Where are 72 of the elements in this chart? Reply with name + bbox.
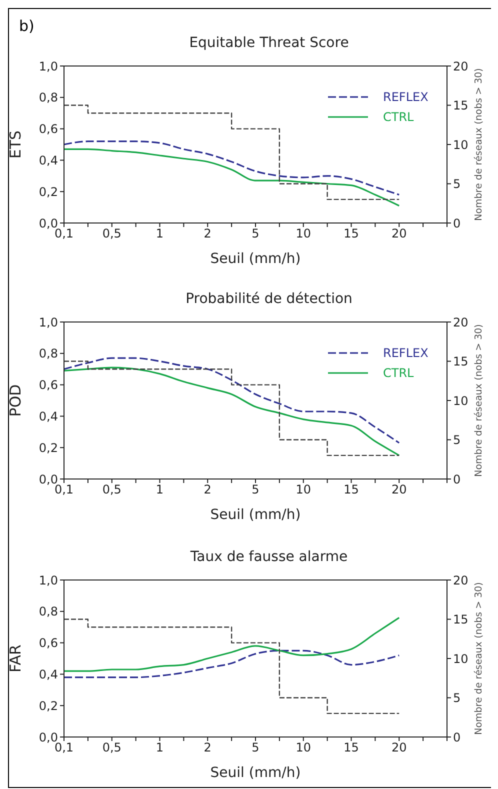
line-series bbox=[63, 148, 400, 207]
chart-title: Probabilité de détection bbox=[184, 291, 354, 307]
y-tick-label: 1,0 bbox=[38, 315, 58, 330]
y2-axis-title: Nombre de réseaux (nobs > 30) bbox=[473, 324, 484, 477]
chart-title: Taux de fausse alarme bbox=[189, 549, 349, 565]
y-tick-label: 0,4 bbox=[38, 667, 58, 682]
x-tick-label: 10 bbox=[296, 740, 312, 755]
legend-label: REFLEX bbox=[383, 90, 428, 104]
y-tick-label: 0,8 bbox=[38, 90, 58, 105]
legend-label: REFLEX bbox=[383, 346, 428, 360]
x-tick-label: 15 bbox=[344, 482, 359, 497]
y-tick-label: 0,6 bbox=[38, 378, 58, 392]
x-tick-label: 1 bbox=[156, 740, 164, 755]
y-axis-title: FAR bbox=[6, 644, 24, 672]
y-tick-label: 0,4 bbox=[38, 409, 58, 424]
y-tick-label: 0,2 bbox=[38, 440, 58, 455]
x-tick-label: 1 bbox=[156, 226, 164, 241]
y2-tick-label: 0 bbox=[453, 730, 461, 744]
y-tick-label: 1,0 bbox=[38, 59, 58, 74]
x-tick-label: 20 bbox=[391, 740, 407, 755]
y2-tick-label: 5 bbox=[453, 691, 461, 706]
y-axis-title: POD bbox=[6, 384, 24, 417]
legend-label: CTRL bbox=[383, 366, 414, 380]
y-tick-label: 0,8 bbox=[38, 604, 58, 619]
x-tick-label: 2 bbox=[204, 482, 212, 497]
x-tick-label: 2 bbox=[204, 740, 212, 755]
x-tick-label: 0,5 bbox=[102, 740, 122, 755]
y-axis-title: ETS bbox=[6, 130, 24, 159]
legend-label: CTRL bbox=[383, 110, 414, 124]
y2-axis-title: Nombre de réseaux (nobs > 30) bbox=[473, 68, 484, 221]
chart-title: Equitable Threat Score bbox=[188, 35, 350, 51]
y-tick-label: 1,0 bbox=[38, 573, 58, 588]
x-tick-label: 5 bbox=[252, 740, 260, 755]
x-tick-label: 20 bbox=[391, 482, 407, 497]
y-tick-label: 0,6 bbox=[38, 122, 58, 136]
x-tick-label: 0,5 bbox=[102, 482, 122, 497]
y2-tick-label: 0 bbox=[453, 472, 461, 486]
y2-tick-label: 10 bbox=[453, 394, 468, 408]
y2-tick-label: 20 bbox=[453, 315, 468, 330]
x-axis-title: Seuil (mm/h) bbox=[210, 251, 301, 267]
y-tick-label: 0,4 bbox=[38, 153, 58, 168]
x-tick-label: 20 bbox=[391, 226, 407, 241]
y2-tick-label: 15 bbox=[453, 612, 468, 627]
y-tick-label: 0,2 bbox=[38, 184, 58, 199]
text: b) bbox=[19, 17, 34, 35]
x-tick-label: 5 bbox=[252, 482, 260, 497]
y2-tick-label: 10 bbox=[453, 138, 468, 152]
y2-tick-label: 5 bbox=[453, 433, 461, 448]
line-series bbox=[63, 616, 400, 672]
x-tick-label: 10 bbox=[296, 482, 312, 497]
x-tick-label: 2 bbox=[204, 226, 212, 241]
x-tick-label: 1 bbox=[156, 482, 164, 497]
x-tick-label: 0,5 bbox=[102, 226, 122, 241]
y2-tick-label: 5 bbox=[453, 177, 461, 192]
y2-tick-label: 20 bbox=[453, 59, 468, 74]
y2-tick-label: 10 bbox=[453, 652, 468, 666]
x-tick-label: 10 bbox=[296, 226, 312, 241]
y2-tick-label: 15 bbox=[453, 354, 468, 369]
line-series bbox=[63, 650, 400, 678]
x-axis-title: Seuil (mm/h) bbox=[210, 507, 301, 523]
y-tick-label: 0,6 bbox=[38, 636, 58, 650]
y2-tick-label: 0 bbox=[453, 216, 461, 230]
y2-tick-label: 15 bbox=[453, 98, 468, 113]
x-tick-label: 15 bbox=[344, 740, 359, 755]
line-series bbox=[63, 140, 400, 196]
y2-axis-title: Nombre de réseaux (nobs > 30) bbox=[473, 582, 484, 735]
x-tick-label: 5 bbox=[252, 226, 260, 241]
y-tick-label: 0,8 bbox=[38, 346, 58, 361]
y-tick-label: 0,2 bbox=[38, 698, 58, 713]
y2-tick-label: 20 bbox=[453, 573, 468, 588]
x-axis-title: Seuil (mm/h) bbox=[210, 765, 301, 781]
x-tick-label: 15 bbox=[344, 226, 359, 241]
